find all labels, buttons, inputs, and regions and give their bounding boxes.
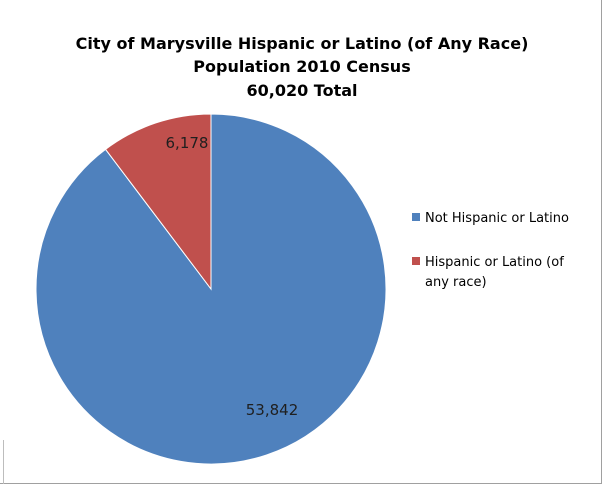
data-label-hispanic-or-latino-of-any-race: 6,178	[166, 134, 209, 152]
legend-item-not-hispanic-or-latino: Not Hispanic or Latino	[412, 211, 569, 226]
data-labels: 53,842 6,178	[166, 134, 299, 419]
chart-title-line-1: City of Marysville Hispanic or Latino (o…	[76, 34, 529, 53]
pie-slice-hispanic-or-latino-of-any-race	[104, 113, 212, 291]
legend-label-line: any race)	[425, 275, 487, 290]
chart-title: City of Marysville Hispanic or Latino (o…	[76, 34, 529, 100]
legend-item-hispanic-or-latino-of-any-race: Hispanic or Latino (of any race)	[412, 255, 564, 290]
legend-swatch-hispanic-or-latino-of-any-race	[412, 257, 420, 265]
pie-slices	[35, 113, 387, 465]
legend: Not Hispanic or Latino Hispanic or Latino…	[412, 211, 569, 290]
chart-title-line-2: Population 2010 Census	[193, 57, 410, 76]
legend-label-line: Not Hispanic or Latino	[425, 211, 569, 226]
frame-edge-line	[3, 440, 4, 484]
legend-swatch-not-hispanic-or-latino	[412, 213, 420, 221]
data-label-not-hispanic-or-latino: 53,842	[246, 401, 299, 419]
chart-title-line-3: 60,020 Total	[246, 81, 357, 100]
legend-label-line: Hispanic or Latino (of	[425, 255, 564, 270]
